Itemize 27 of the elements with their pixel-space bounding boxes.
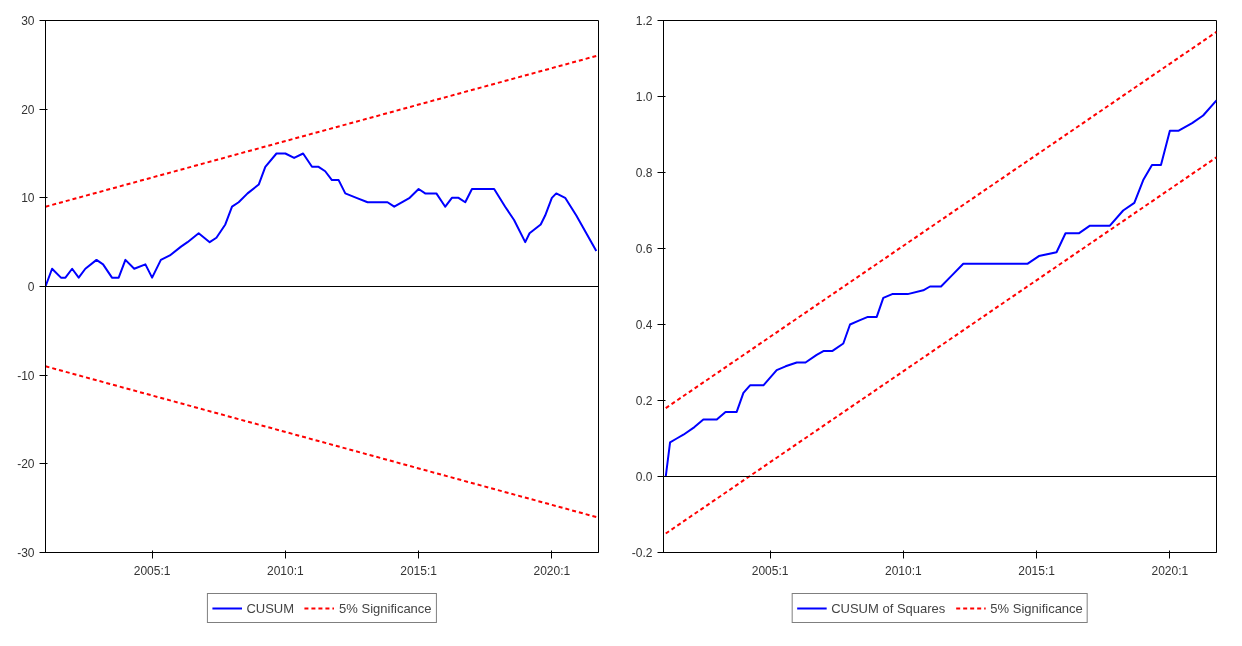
legend-label: 5% Significance <box>339 600 432 616</box>
x-tick-label: 2015:1 <box>1018 563 1056 578</box>
y-tick-label: 0.6 <box>635 242 653 256</box>
x-tick-label: 2020:1 <box>533 563 571 578</box>
x-tick-label: 2010:1 <box>885 563 923 578</box>
legend-label: CUSUM of Squares <box>831 600 946 616</box>
y-tick-label: 20 <box>21 102 35 117</box>
legend-label: CUSUM <box>246 600 295 616</box>
y-tick-label: -20 <box>17 457 35 472</box>
x-tick-label: 2005:1 <box>133 563 171 578</box>
x-tick-label: 2010:1 <box>267 563 305 578</box>
y-tick-label: 0.2 <box>635 394 653 408</box>
y-tick-label: 0.4 <box>635 318 653 332</box>
y-tick-label: -30 <box>17 546 35 560</box>
legend-label: 5% Significance <box>990 600 1083 616</box>
y-tick-label: 30 <box>21 14 35 28</box>
y-tick-label: -10 <box>17 368 35 383</box>
y-tick-label: 0 <box>27 280 35 294</box>
y-tick-label: 1.2 <box>635 14 653 28</box>
x-tick-label: 2020:1 <box>1151 563 1189 578</box>
y-tick-label: 0.0 <box>635 470 653 484</box>
y-tick-label: -0.2 <box>631 546 653 560</box>
y-tick-label: 1.0 <box>635 90 653 104</box>
y-tick-label: 10 <box>21 191 35 206</box>
x-tick-label: 2015:1 <box>400 563 438 578</box>
x-tick-label: 2005:1 <box>751 563 789 578</box>
y-tick-label: 0.8 <box>635 166 653 180</box>
